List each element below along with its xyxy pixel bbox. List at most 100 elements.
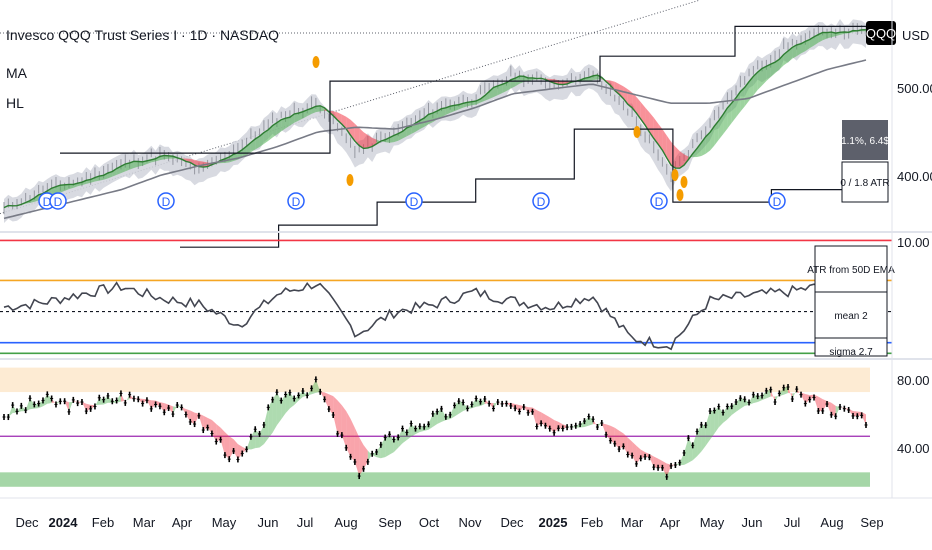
rsi-fill-down [523,406,529,413]
ribbon-up [450,105,455,113]
rsi-fill-up [697,424,702,457]
ribbon-up [489,87,494,100]
rsi-fill-up [428,413,433,430]
ribbon-up [281,118,286,132]
rsi-fill-up [8,405,13,418]
rsi-fill-up [432,411,438,427]
ribbon-up [814,34,819,46]
rsi-pane: 80.00 40.00 [0,367,930,487]
trendline [0,0,701,215]
ribbon-down [632,92,637,114]
ribbon-up [320,105,325,112]
ribbon-up [718,114,724,140]
rsi-fill-down [515,404,520,412]
ribbon-up [138,161,143,167]
indicator-ma-label[interactable]: MA [6,65,28,81]
ribbon-up [736,91,741,118]
rsi-fill-up [775,393,780,403]
rsi-fill-up [766,389,771,399]
ribbon-down [333,111,338,121]
ribbon-up [125,162,130,172]
overbought-band [0,367,870,393]
ribbon-up [60,184,65,193]
ribbon-up [437,108,442,120]
rsi-fill-up [688,438,693,463]
time-tick-label: Jul [784,515,801,530]
ribbon-up [484,91,490,101]
rsi-fill-down [662,461,667,477]
rsi-fill-up [276,392,282,426]
swing-low-line [180,128,870,248]
time-tick-label: Oct [419,515,440,530]
rsi-fill-down [536,410,542,427]
rsi-fill-up [705,411,711,446]
rsi-fill-up [753,394,758,404]
ribbon-up [749,76,754,101]
rsi-fill-up [367,450,373,462]
dividend-marker-label: D [54,195,63,209]
rsi-fill-down [541,412,546,426]
time-tick-label: Mar [621,515,644,530]
rsi-fill-up [684,438,689,465]
dividend-marker [287,192,305,210]
rsi-fill-up [25,398,30,412]
rsi-fill-down [484,398,490,404]
ribbon-up [164,155,169,160]
rsi-fill-down [224,432,230,460]
rsi-fill-up [380,437,386,459]
rsi-fill-down [809,394,815,400]
rsi-fill-up [272,392,277,433]
price-tick-500: 500.00 [897,81,932,96]
rsi-fill-up [385,434,390,458]
rsi-fill-up [783,387,789,395]
rsi-fill-down [207,417,212,434]
rsi-fill-up [406,423,412,441]
rsi-fill-down [814,394,819,412]
rsi-fill-up [445,414,451,421]
rsi-fill-up [246,436,251,450]
time-tick-label: May [700,515,725,530]
time-tick-label: Aug [334,515,357,530]
rsi-fill-down [593,419,598,428]
ribbon-up [445,106,451,115]
rsi-marks [0,367,870,487]
rsi-fill-down [138,398,143,404]
time-axis[interactable]: Dec 2024 Feb Mar Apr May Jun Jul Aug Sep Oct Nov Dec… [15,515,883,530]
ribbon-up [133,161,139,169]
rsi-fill-down [623,433,628,455]
rsi-fill-up [298,391,303,401]
ribbon-up [519,76,524,84]
rsi-fill-down [181,407,186,415]
dividend-marker-label: D [410,195,419,209]
time-tick-label: Sep [378,515,401,530]
rsi-fill-down [190,410,195,425]
ribbon-up [419,118,425,130]
pivot-dot [633,126,641,138]
rsi-fill-up [701,424,706,452]
ribbon-down [675,146,680,169]
time-tick-label: Aug [820,515,843,530]
rsi-fill-down [341,405,347,448]
rsi-fill-down [324,392,329,410]
rsi-fill-down [151,400,156,409]
ribbon-up [744,81,750,107]
atr-table: ATR from 50D EMA mean 2 sigma 2.7 [807,245,895,358]
ribbon-up [441,107,446,118]
rsi-fill-up [177,405,182,408]
rsi-fill-up [437,408,442,425]
rsi-fill-up [476,398,481,407]
ribbon-up [766,64,771,81]
time-tick-label: Jun [742,515,763,530]
indicator-hl-label[interactable]: HL [6,95,24,111]
rsi-fill-up [68,399,74,412]
dividend-marker [532,192,550,210]
rsi-fill-up [757,395,763,403]
ribbon-up [272,122,277,138]
rsi-fill-up [376,444,381,459]
ribbon-up [805,39,810,52]
dividend-marker [405,192,423,210]
ribbon-up [796,43,802,57]
ribbon-up [406,126,412,137]
